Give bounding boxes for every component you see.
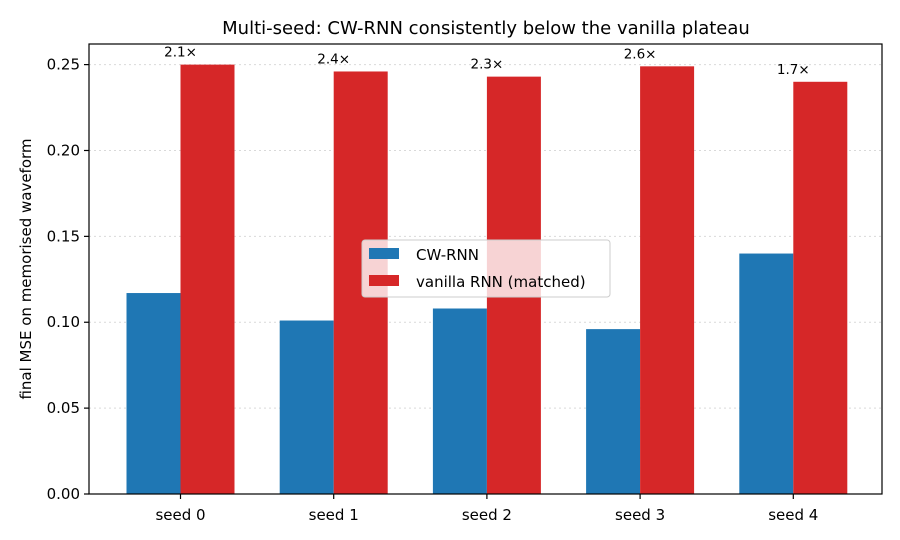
bars (126, 64, 848, 495)
bar-ratio-label: 2.1× (164, 45, 197, 61)
bar-annotations: 2.1× 2.4× 2.3× 2.6× 1.7× (164, 45, 810, 78)
y-tick-label: 0.00 (47, 485, 80, 503)
bar-cw-rnn (739, 253, 794, 494)
bar-vanilla-rnn-matched- (640, 66, 695, 494)
y-axis-label: final MSE on memorised waveform (17, 138, 35, 399)
chart-title: Multi-seed: CW-RNN consistently below th… (222, 18, 750, 39)
bar-vanilla-rnn-matched- (180, 64, 235, 494)
x-tick-label: seed 4 (768, 506, 818, 524)
legend-entry: vanilla RNN (matched) (416, 273, 586, 291)
bar-ratio-label: 1.7× (777, 62, 810, 78)
y-tick-label: 0.10 (47, 313, 80, 331)
bar-cw-rnn (279, 320, 334, 494)
y-tick-label: 0.25 (47, 56, 80, 74)
legend: CW-RNN vanilla RNN (matched) (361, 239, 611, 298)
legend-swatch (369, 275, 399, 286)
y-tick-label: 0.20 (47, 141, 80, 159)
x-tick-label: seed 1 (309, 506, 359, 524)
plot-frame (88, 43, 883, 495)
x-axis: seed 0 seed 1 seed 2 seed 3 seed 4 (155, 494, 818, 524)
legend-entry: CW-RNN (416, 246, 479, 264)
y-tick-label: 0.15 (47, 227, 80, 245)
bar-vanilla-rnn-matched- (793, 81, 848, 495)
bar-cw-rnn (432, 308, 487, 494)
bar-cw-rnn (586, 329, 641, 494)
y-tick-label: 0.05 (47, 399, 80, 417)
x-tick-label: seed 2 (462, 506, 512, 524)
x-tick-label: seed 0 (155, 506, 205, 524)
y-axis: 0.00 0.05 0.10 0.15 0.20 0.25 (47, 56, 89, 503)
bar-cw-rnn (126, 293, 181, 494)
bar-ratio-label: 2.4× (317, 51, 350, 67)
legend-box (361, 239, 611, 298)
bar-ratio-label: 2.6× (624, 46, 657, 62)
bar-ratio-label: 2.3× (471, 57, 504, 73)
legend-swatch (369, 248, 399, 259)
x-tick-label: seed 3 (615, 506, 665, 524)
